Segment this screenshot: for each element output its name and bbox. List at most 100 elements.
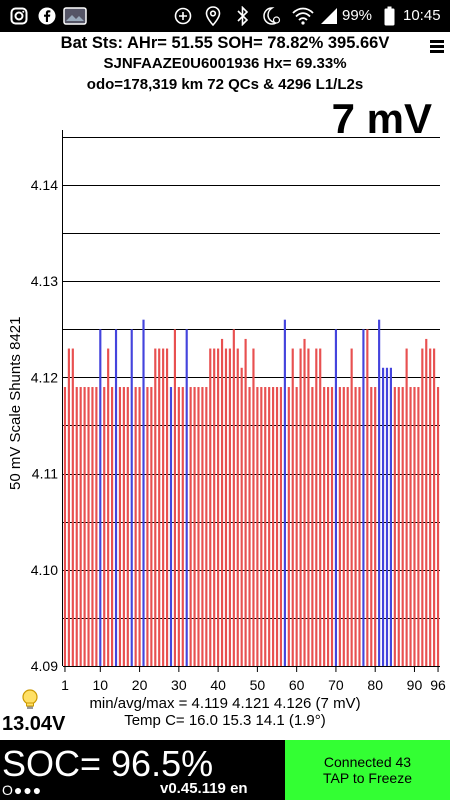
cell-bar-37 xyxy=(205,387,208,666)
min-avg-max-text: min/avg/max = 4.119 4.121 4.126 (7 mV) xyxy=(89,695,361,712)
cell-bar-54 xyxy=(272,387,275,666)
cell-bar-75 xyxy=(354,387,357,666)
cell-bar-93 xyxy=(425,338,428,666)
wifi-icon xyxy=(292,5,314,27)
cell-bar-53 xyxy=(268,387,271,666)
connection-status: Connected 43 xyxy=(323,754,412,770)
x-tick-label: 10 xyxy=(93,677,109,693)
cell-bar-51 xyxy=(260,387,263,666)
freeze-hint: TAP to Freeze xyxy=(323,770,412,786)
cell-bar-28 xyxy=(169,387,173,666)
cell-bar-50 xyxy=(256,387,259,666)
cell-bar-36 xyxy=(201,387,204,666)
battery-status-line: Bat Sts: AHr= 51.55 SOH= 78.82% 395.66V xyxy=(60,34,390,52)
cell-bar-1 xyxy=(63,387,67,666)
cell-bar-25 xyxy=(158,348,161,666)
cell-bar-5 xyxy=(79,387,82,666)
soc-panel[interactable]: SOC= 96.5% O●●● v0.45.119 en xyxy=(0,740,285,800)
cell-bar-65 xyxy=(315,348,318,666)
cell-bar-70 xyxy=(334,329,338,666)
cell-bar-66 xyxy=(319,348,322,666)
cell-bar-16 xyxy=(122,387,125,666)
clock: 10:45 xyxy=(403,7,441,24)
cell-bar-89 xyxy=(409,387,412,666)
cell-bar-82 xyxy=(381,367,385,666)
y-tick-label: 4.10 xyxy=(31,562,58,578)
status-bar: 99% 10:45 xyxy=(0,0,450,32)
cell-bar-18 xyxy=(130,329,133,666)
y-tick-label: 4.13 xyxy=(31,273,58,289)
cell-spread-value: 7 mV xyxy=(331,95,432,142)
cell-bar-41 xyxy=(220,338,224,666)
battery-icon xyxy=(382,5,396,27)
cell-bar-69 xyxy=(330,387,334,666)
cell-bar-56 xyxy=(279,387,283,666)
cell-bar-92 xyxy=(421,348,424,666)
cell-bar-15 xyxy=(118,387,122,666)
y-tick-label: 4.11 xyxy=(32,466,58,482)
menu-icon[interactable] xyxy=(430,38,444,55)
cell-bar-62 xyxy=(303,338,306,666)
cell-bar-59 xyxy=(291,348,294,666)
x-tick-label: 50 xyxy=(250,677,266,693)
cell-bar-72 xyxy=(342,387,345,666)
add-circle-icon xyxy=(172,5,194,27)
y-axis-label: 50 mV Scale Shunts 8421 xyxy=(7,316,24,490)
cell-bar-81 xyxy=(378,319,381,666)
signal-icon xyxy=(318,5,340,27)
x-tick-label: 20 xyxy=(132,677,148,693)
cell-bar-43 xyxy=(228,348,231,666)
cell-bar-40 xyxy=(217,348,220,666)
cell-bar-48 xyxy=(248,387,251,666)
x-tick-label: 60 xyxy=(289,677,305,693)
cell-bar-68 xyxy=(327,387,330,666)
cell-bar-61 xyxy=(299,348,302,666)
cell-bar-22 xyxy=(146,387,149,666)
x-tick-label: 70 xyxy=(328,677,344,693)
cell-bar-29 xyxy=(173,329,176,666)
cell-bar-21 xyxy=(142,319,145,666)
cell-bar-83 xyxy=(385,367,389,666)
cell-bar-30 xyxy=(177,387,180,666)
cell-voltage-chart[interactable]: 4.14 4.13 4.12 4.11 4.10 4.091 10 20 30 40 50 60 70 8… xyxy=(0,0,450,700)
cell-bar-4 xyxy=(75,387,78,666)
cell-bar-55 xyxy=(275,387,279,666)
cell-bar-85 xyxy=(393,387,396,666)
cell-bar-94 xyxy=(429,348,432,666)
cell-bar-44 xyxy=(232,329,235,666)
cell-bar-12 xyxy=(107,348,110,666)
cell-bar-23 xyxy=(150,387,153,666)
cell-bar-87 xyxy=(401,387,404,666)
y-tick-label: 4.14 xyxy=(31,177,58,193)
location-icon xyxy=(202,5,224,27)
cell-bar-73 xyxy=(346,387,349,666)
vin-line: SJNFAAZE0U6001936 Hx= 69.33% xyxy=(103,55,347,72)
odometer-line: odo=178,319 km 72 QCs & 4296 L1/L2s xyxy=(86,76,364,93)
x-tick-label: 90 xyxy=(407,677,423,693)
cell-bar-91 xyxy=(417,387,420,666)
cell-bar-8 xyxy=(91,387,94,666)
connection-freeze-button[interactable]: Connected 43 TAP to Freeze xyxy=(285,740,450,800)
cell-bar-32 xyxy=(185,329,188,666)
cell-bar-77 xyxy=(362,329,365,666)
lightbulb-icon[interactable] xyxy=(20,688,40,712)
cell-bar-27 xyxy=(165,348,169,666)
cell-bar-46 xyxy=(240,367,243,666)
cell-bar-10 xyxy=(99,329,102,666)
cell-bar-6 xyxy=(83,387,86,666)
cell-bar-60 xyxy=(295,387,298,666)
x-tick-label: 1 xyxy=(61,677,69,693)
aux-battery-voltage: 13.04V xyxy=(2,713,66,735)
cell-bar-35 xyxy=(197,387,200,666)
cell-bar-24 xyxy=(154,348,157,666)
cell-bar-45 xyxy=(236,348,239,666)
page-indicator-dots: O●●● xyxy=(2,782,43,798)
cell-bar-26 xyxy=(162,348,165,666)
cell-bar-38 xyxy=(209,348,212,666)
bluetooth-icon xyxy=(232,5,254,27)
battery-percent: 99% xyxy=(342,7,373,24)
cell-bar-3 xyxy=(71,348,74,666)
cell-bar-9 xyxy=(95,387,98,666)
cell-bar-88 xyxy=(405,348,408,666)
cell-bar-34 xyxy=(193,387,196,666)
